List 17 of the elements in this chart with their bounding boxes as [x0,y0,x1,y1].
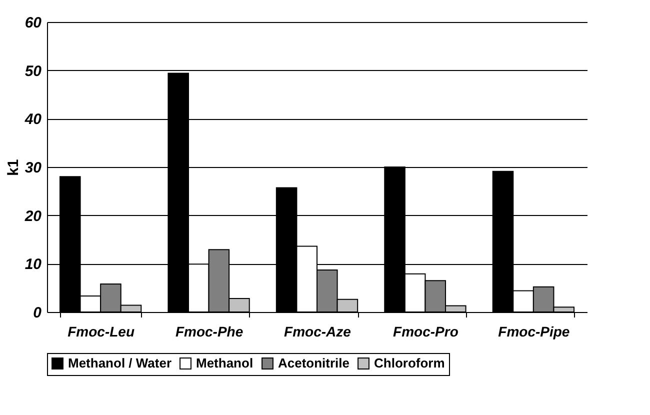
y-tick-label: 40 [24,111,42,128]
y-tick-label: 0 [33,304,42,322]
y-tick-label: 60 [24,14,42,32]
x-tick-label: Fmoc-Phe [175,324,244,340]
y-axis-title: k1 [4,159,22,176]
y-tick-label: 50 [24,62,42,80]
legend-label: Acetonitrile [278,356,350,371]
x-tick-label: Fmoc-Pipe [498,324,570,340]
y-tick-label: 10 [24,256,42,274]
x-tick-label: Fmoc-Pro [393,324,459,340]
legend-label: Methanol [196,356,254,371]
x-tick-label: Fmoc-Leu [68,324,135,340]
legend-label: Chloroform [374,356,445,371]
y-tick-label: 20 [24,208,42,225]
x-tick-label: Fmoc-Aze [284,324,352,340]
legend-label: Methanol / Water [68,356,172,371]
y-tick-label: 30 [24,160,42,176]
